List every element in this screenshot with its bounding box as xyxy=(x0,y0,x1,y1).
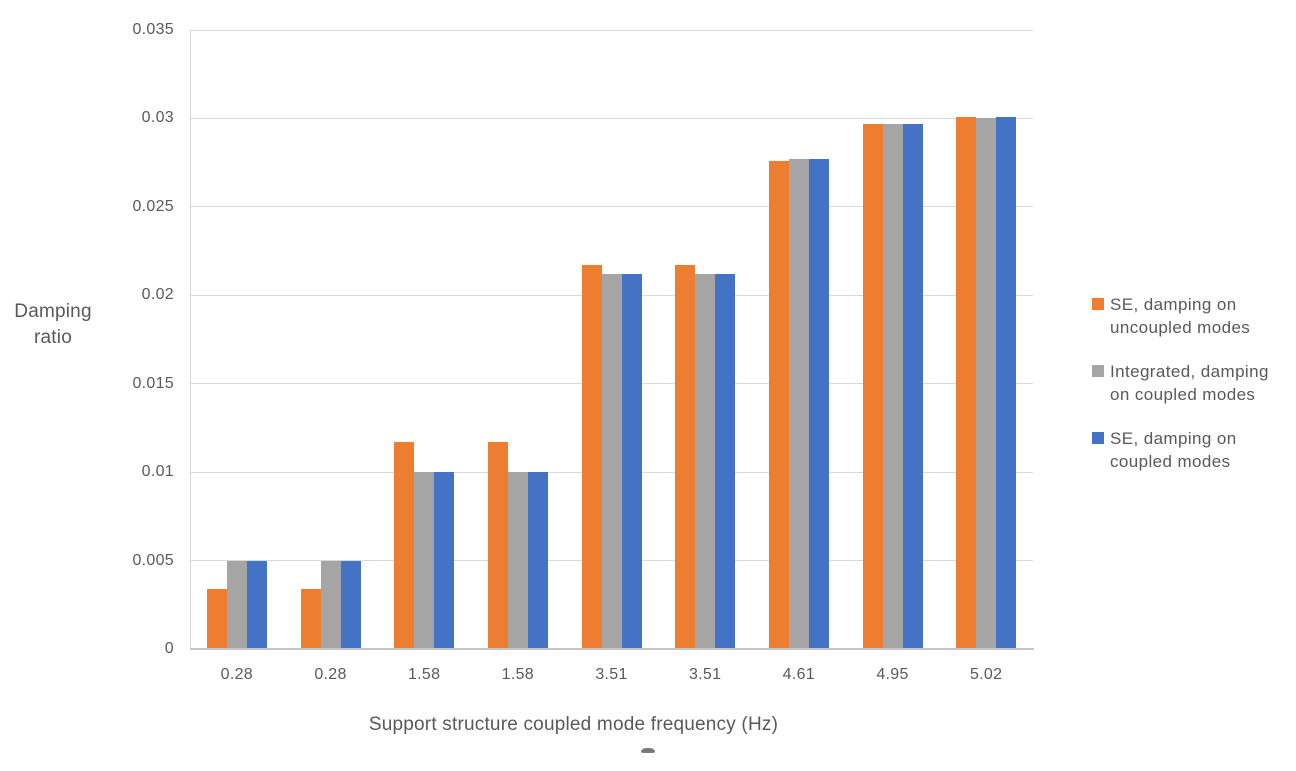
x-category-label: 5.02 xyxy=(969,666,1003,683)
y-tick-label: 0.015 xyxy=(132,374,174,392)
y-tick-label: 0.035 xyxy=(132,21,174,38)
bar xyxy=(246,560,267,649)
legend: SE, damping on uncoupled modes Integrated,… xyxy=(1092,293,1292,494)
x-category-label: 4.95 xyxy=(876,666,909,683)
y-tick-label: 0.025 xyxy=(132,197,174,215)
x-axis-title: Support structure coupled mode frequency… xyxy=(368,714,779,735)
legend-label: SE, damping on coupled modes xyxy=(1110,429,1237,471)
legend-swatch xyxy=(1092,298,1104,310)
y-tick-label: 0.02 xyxy=(141,286,174,304)
x-category-label: 3.51 xyxy=(595,666,628,683)
legend-label: SE, damping on uncoupled modes xyxy=(1110,295,1251,337)
bar xyxy=(527,472,548,649)
legend-swatch xyxy=(1092,365,1104,377)
legend-label: Integrated, damping on coupled modes xyxy=(1110,362,1269,404)
bar xyxy=(300,588,321,649)
bar xyxy=(768,160,789,649)
bar xyxy=(621,274,642,649)
legend-item: Integrated, damping on coupled modes xyxy=(1092,360,1292,406)
y-tick-label: 0.01 xyxy=(141,463,174,481)
y-axis-title-line1: Damping xyxy=(14,301,92,322)
y-axis-title: Damping ratio xyxy=(4,299,102,351)
y-tick-label: 0 xyxy=(164,640,174,657)
x-category-label: 1.58 xyxy=(501,666,534,683)
x-category-label: 0.28 xyxy=(220,666,253,683)
bar xyxy=(956,116,977,649)
bar xyxy=(206,588,227,649)
bar xyxy=(695,274,716,649)
y-axis-line xyxy=(190,30,191,649)
bar xyxy=(320,560,341,649)
bar xyxy=(340,560,361,649)
bar xyxy=(675,265,696,649)
y-tick-label: 0.005 xyxy=(132,551,174,569)
legend-item: SE, damping on uncoupled modes xyxy=(1092,293,1292,339)
bar xyxy=(976,118,997,649)
bar xyxy=(414,472,435,649)
x-category-label: 1.58 xyxy=(407,666,441,683)
bar xyxy=(996,116,1017,649)
x-category-label: 0.28 xyxy=(314,666,347,683)
bar xyxy=(808,159,829,649)
x-category-label: 3.51 xyxy=(688,666,722,683)
bar xyxy=(862,123,883,649)
x-axis-line xyxy=(190,648,1034,650)
bar xyxy=(581,265,602,649)
x-category-label: 4.61 xyxy=(782,666,815,683)
legend-item: SE, damping on coupled modes xyxy=(1092,427,1292,473)
bar xyxy=(226,560,247,649)
bar xyxy=(601,274,622,649)
bar xyxy=(788,159,809,649)
y-tick-label: 0.03 xyxy=(141,109,174,127)
bar xyxy=(394,442,415,649)
bar xyxy=(715,274,736,649)
y-axis-title-line2: ratio xyxy=(34,327,72,348)
bar xyxy=(882,123,903,649)
cropped-text-fragment xyxy=(641,748,655,753)
bar xyxy=(487,442,508,649)
gridline xyxy=(190,206,1033,208)
plot-area xyxy=(190,29,1033,649)
gridline xyxy=(190,117,1033,119)
bar xyxy=(507,472,528,649)
bar xyxy=(902,123,923,649)
bar xyxy=(434,472,455,649)
legend-swatch xyxy=(1092,432,1104,444)
gridline xyxy=(190,29,1033,31)
